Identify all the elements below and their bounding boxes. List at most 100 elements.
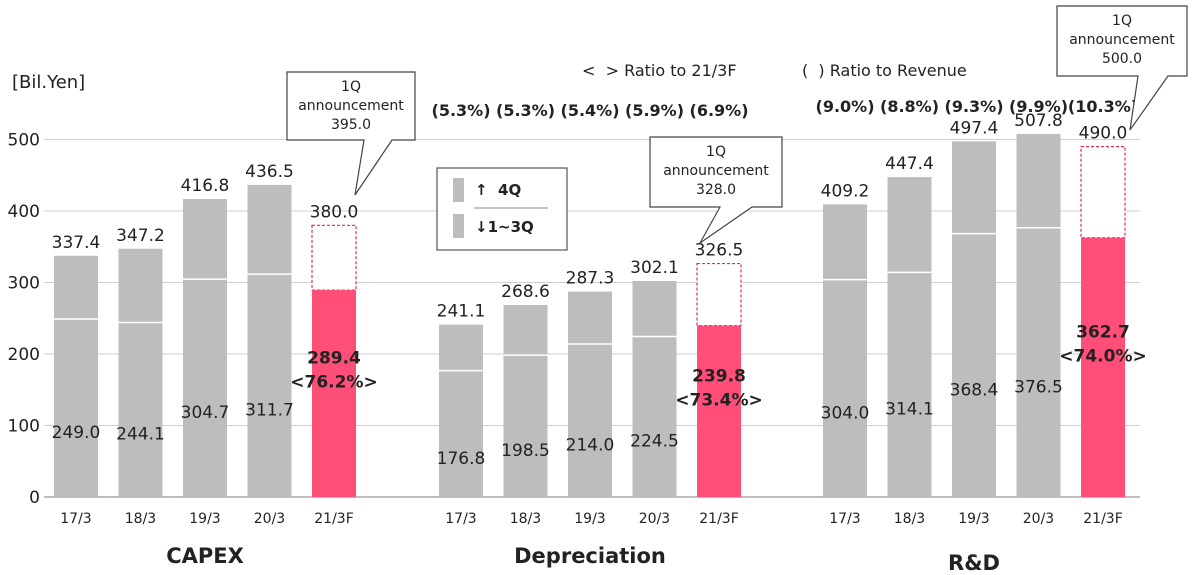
callout-box: [286, 71, 416, 196]
bar-forecast-lower: [697, 325, 741, 497]
callout-box: [649, 136, 783, 244]
revenue-ratio: (9.0%): [816, 97, 875, 116]
revenue-ratio: (9.9%): [1009, 97, 1068, 116]
legend-swatch-upper: [453, 178, 464, 202]
legend-upper-label: ↑ 4Q: [475, 181, 521, 199]
x-tick-label: 18/3: [510, 511, 541, 527]
x-tick-label: 20/3: [639, 511, 670, 527]
bar-20/3: [247, 184, 292, 497]
lower-value: 244.1: [116, 425, 165, 445]
callout-text: 500.0: [1102, 51, 1142, 67]
lower-value: 214.0: [566, 435, 615, 455]
x-tick-label: 21/3F: [699, 511, 739, 527]
bar-forecast-upper: [311, 224, 357, 291]
callouts: 1Q announcement 395.0 1Q announcement 328.0 1Q…: [286, 5, 1188, 244]
group-label: CAPEX: [166, 544, 244, 568]
total-value: 302.1: [630, 258, 679, 278]
x-axis: 17/3 18/3 19/3 20/3 21/3F CAPEX 17/3 18/3 19/3 20…: [60, 511, 1122, 575]
bar-18/3: [887, 177, 932, 497]
bar-18/3: [503, 304, 548, 497]
legend-ratio-revenue: ( ) Ratio to Revenue: [802, 61, 967, 80]
bar-17/3: [823, 204, 867, 497]
lower-value: 304.7: [181, 403, 230, 423]
forecast-ratio: <76.2%>: [290, 373, 377, 393]
legend-swatch-lower: [453, 214, 464, 238]
callout-text: announcement: [298, 98, 404, 114]
bar-forecast-lower: [1081, 237, 1125, 497]
total-value: 347.2: [116, 226, 165, 246]
lower-value: 176.8: [437, 449, 486, 469]
forecast-lower-value: 362.7: [1076, 322, 1130, 342]
bars: [54, 133, 1126, 497]
bar-17/3: [439, 324, 483, 497]
x-tick-label: 21/3F: [314, 511, 354, 527]
bar-19/3: [952, 141, 996, 497]
bar-forecast-lower: [312, 290, 356, 497]
x-tick-label: 19/3: [189, 511, 220, 527]
lower-value: 224.5: [630, 432, 679, 452]
y-tick-label: 300: [8, 274, 40, 294]
x-tick-label: 19/3: [574, 511, 605, 527]
total-value: 490.0: [1079, 124, 1128, 144]
total-value: 380.0: [310, 202, 359, 222]
lower-value: 314.1: [885, 400, 934, 420]
x-tick-label: 17/3: [829, 511, 860, 527]
legend: < > Ratio to 21/3F ( ) Ratio to Revenue …: [436, 61, 967, 251]
bar-20/3: [632, 280, 677, 497]
revenue-ratio: (6.9%): [690, 101, 749, 120]
total-value: 436.5: [245, 162, 294, 182]
x-tick-label: 21/3F: [1083, 511, 1123, 527]
y-tick-label: 400: [8, 202, 40, 222]
total-value: 409.2: [821, 181, 870, 201]
lower-value: 249.0: [52, 423, 101, 443]
lower-value: 304.0: [821, 403, 870, 423]
y-tick-label: 0: [29, 488, 40, 508]
data-labels: 249.0 337.4 244.1 347.2 304.7 416.8 311.7 436.5…: [52, 111, 1147, 469]
forecast-ratio: <74.0%>: [1059, 346, 1146, 366]
revenue-ratio: (8.8%): [880, 97, 939, 116]
callout-text: announcement: [663, 163, 769, 179]
bar-19/3: [568, 291, 612, 497]
callout-box: [1056, 5, 1188, 131]
bar-forecast-upper: [696, 262, 742, 327]
total-value: 447.4: [885, 154, 934, 174]
callout-text: announcement: [1069, 32, 1175, 48]
total-value: 416.8: [181, 176, 230, 196]
x-tick-label: 17/3: [445, 511, 476, 527]
bar-forecast-upper: [1080, 146, 1126, 239]
group-label: R&D: [948, 551, 1000, 575]
forecast-ratio: <73.4%>: [675, 390, 762, 410]
y-axis-ticks: 0 100 200 300 400 500: [8, 131, 40, 509]
x-tick-label: 20/3: [1023, 511, 1054, 527]
revenue-ratio: (5.9%): [625, 101, 684, 120]
forecast-lower-value: 239.8: [692, 366, 746, 386]
callout-text: 1Q: [706, 144, 726, 160]
x-tick-label: 17/3: [60, 511, 91, 527]
total-value: 326.5: [695, 241, 744, 261]
total-value: 507.8: [1014, 111, 1063, 131]
total-value: 268.6: [501, 282, 550, 302]
callout-text: 1Q: [341, 79, 361, 95]
bar-18/3: [118, 248, 163, 497]
ratio-labels: (5.3%) (5.3%) (5.4%) (5.9%) (6.9%) (9.0%) (8.8…: [432, 97, 1139, 120]
legend-ratio-prev: < > Ratio to 21/3F: [582, 61, 737, 80]
group-label: Depreciation: [514, 544, 666, 568]
x-tick-label: 18/3: [125, 511, 156, 527]
legend-lower-label: ↓1~3Q: [475, 218, 534, 236]
y-tick-label: 500: [8, 131, 40, 151]
lower-value: 198.5: [501, 441, 550, 461]
lower-value: 368.4: [950, 380, 999, 400]
callout-text: 395.0: [331, 117, 371, 133]
revenue-ratio: (10.3%): [1068, 97, 1138, 116]
x-tick-label: 19/3: [958, 511, 989, 527]
total-value: 497.4: [950, 118, 999, 138]
revenue-ratio: (9.3%): [945, 97, 1004, 116]
total-value: 241.1: [437, 302, 486, 322]
revenue-ratio: (5.3%): [496, 101, 555, 120]
y-tick-label: 200: [8, 345, 40, 365]
total-value: 337.4: [52, 233, 101, 253]
callout-text: 1Q: [1112, 13, 1132, 29]
unit-label: [Bil.Yen]: [12, 72, 85, 93]
x-tick-label: 18/3: [894, 511, 925, 527]
